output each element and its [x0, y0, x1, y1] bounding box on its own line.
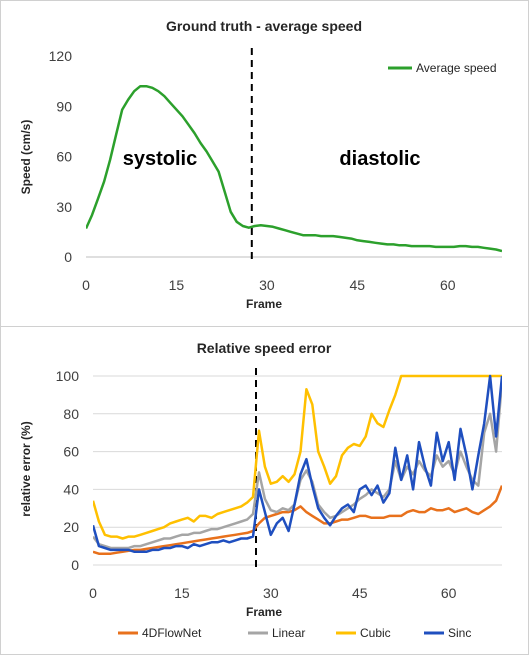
- x-tick-label: 15: [174, 585, 190, 601]
- chart-title: Ground truth - average speed: [166, 18, 362, 34]
- x-tick-label: 45: [352, 585, 368, 601]
- series-line-sinc: [93, 374, 502, 554]
- y-tick-label: 80: [63, 406, 79, 422]
- error-chart: Relative speed error relative error (%) …: [19, 340, 502, 640]
- x-tick-label: 30: [259, 277, 275, 293]
- series-line-cubic: [93, 374, 502, 540]
- y-tick-label: 30: [56, 199, 72, 215]
- legend-label-linear: Linear: [272, 626, 305, 640]
- x-axis-label: Frame: [246, 297, 282, 311]
- x-axis-label: Frame: [246, 605, 282, 619]
- top-panel-border: [0, 0, 529, 327]
- y-tick-label: 90: [56, 98, 72, 114]
- legend-label-4dflownet: 4DFlowNet: [142, 626, 202, 640]
- x-tick-label: 0: [89, 585, 97, 601]
- legend-label-cubic: Cubic: [360, 626, 391, 640]
- y-tick-label: 100: [56, 368, 80, 384]
- legend: 4DFlowNet Linear Cubic Sinc: [118, 626, 471, 640]
- series-line-4dflownet: [93, 485, 502, 555]
- speed-chart: Ground truth - average speed Speed (cm/s…: [19, 18, 502, 311]
- x-tick-label: 45: [350, 277, 366, 293]
- series-line-average-speed: [86, 84, 502, 253]
- systolic-label: systolic: [123, 148, 197, 170]
- x-tick-label: 60: [440, 277, 456, 293]
- x-tick-label: 15: [169, 277, 185, 293]
- x-tick-label: 0: [82, 277, 90, 293]
- y-tick-label: 20: [63, 519, 79, 535]
- y-axis-label: Speed (cm/s): [19, 120, 33, 195]
- x-tick-label: 30: [263, 585, 279, 601]
- y-tick-label: 0: [64, 249, 72, 265]
- y-tick-label: 60: [56, 149, 72, 165]
- bottom-panel-border: [0, 326, 529, 655]
- legend: Average speed: [388, 61, 497, 75]
- x-tick-label: 60: [441, 585, 457, 601]
- y-tick-label: 0: [71, 557, 79, 573]
- y-axis-label: relative error (%): [19, 421, 33, 516]
- legend-label-average-speed: Average speed: [416, 61, 497, 75]
- y-tick-label: 40: [63, 481, 79, 497]
- diastolic-label: diastolic: [339, 148, 420, 170]
- legend-label-sinc: Sinc: [448, 626, 471, 640]
- y-tick-label: 60: [63, 444, 79, 460]
- y-tick-label: 120: [49, 48, 73, 64]
- chart-title: Relative speed error: [197, 340, 332, 356]
